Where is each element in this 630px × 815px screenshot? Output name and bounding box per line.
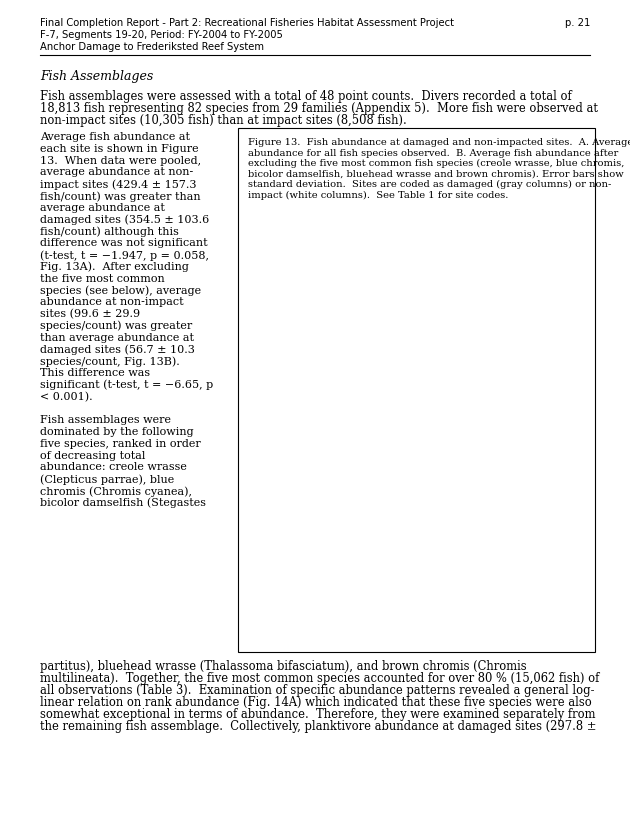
Bar bbox=[346, 559, 369, 637]
Text: significant (t-test, t = −6.65, p: significant (t-test, t = −6.65, p bbox=[40, 380, 213, 390]
Text: Fish assemblages were assessed with a total of 48 point counts.  Divers recorded: Fish assemblages were assessed with a to… bbox=[40, 90, 572, 103]
Text: (t-test, t = −1.947, p = 0.058,: (t-test, t = −1.947, p = 0.058, bbox=[40, 250, 209, 261]
Bar bbox=[556, 317, 579, 392]
Text: F-7, Segments 19-20, Period: FY-2004 to FY-2005: F-7, Segments 19-20, Period: FY-2004 to … bbox=[40, 30, 283, 40]
Text: non-impact sites (10,305 fish) than at impact sites (8,508 fish).: non-impact sites (10,305 fish) than at i… bbox=[40, 114, 407, 127]
Text: of decreasing total: of decreasing total bbox=[40, 451, 146, 460]
Text: Figure 13.  Fish abundance at damaged and non-impacted sites.  A. Average: Figure 13. Fish abundance at damaged and… bbox=[248, 138, 630, 147]
Text: the remaining fish assemblage.  Collectively, planktivore abundance at damaged s: the remaining fish assemblage. Collectiv… bbox=[40, 720, 597, 733]
Text: abundance: creole wrasse: abundance: creole wrasse bbox=[40, 462, 187, 473]
Bar bbox=[451, 475, 474, 637]
Text: fish/count) was greater than: fish/count) was greater than bbox=[40, 191, 200, 201]
Text: 18,813 fish representing 82 species from 29 families (Appendix 5).  More fish we: 18,813 fish representing 82 species from… bbox=[40, 102, 598, 115]
Text: average abundance at non-: average abundance at non- bbox=[40, 167, 193, 178]
Bar bbox=[556, 533, 579, 637]
Text: < 0.001).: < 0.001). bbox=[40, 391, 93, 402]
Bar bbox=[486, 482, 509, 637]
Text: damaged sites (354.5 ± 103.6: damaged sites (354.5 ± 103.6 bbox=[40, 214, 209, 225]
Text: impact (white columns).  See Table 1 for site codes.: impact (white columns). See Table 1 for … bbox=[248, 191, 508, 200]
Text: the five most common: the five most common bbox=[40, 274, 165, 284]
Text: (Clepticus parrae), blue: (Clepticus parrae), blue bbox=[40, 474, 175, 485]
Bar bbox=[451, 320, 474, 392]
Text: Average fish abundance at: Average fish abundance at bbox=[40, 132, 190, 142]
Bar bbox=[416, 301, 439, 392]
Text: somewhat exceptional in terms of abundance.  Therefore, they were examined separ: somewhat exceptional in terms of abundan… bbox=[40, 708, 595, 721]
Text: linear relation on rank abundance (Fig. 14A) which indicated that these five spe: linear relation on rank abundance (Fig. … bbox=[40, 696, 592, 709]
Text: bicolor damselfish (Stegastes: bicolor damselfish (Stegastes bbox=[40, 498, 206, 509]
Bar bbox=[311, 559, 334, 637]
Text: abundance for all fish species observed.  B. Average fish abundance after: abundance for all fish species observed.… bbox=[248, 148, 618, 157]
Text: sites (99.6 ± 29.9: sites (99.6 ± 29.9 bbox=[40, 309, 140, 319]
Text: Final Completion Report - Part 2: Recreational Fisheries Habitat Assessment Proj: Final Completion Report - Part 2: Recrea… bbox=[40, 18, 454, 28]
Bar bbox=[416, 555, 439, 637]
Text: B.: B. bbox=[268, 396, 283, 409]
Text: species (see below), average: species (see below), average bbox=[40, 285, 201, 296]
Text: Anchor Damage to Frederiksted Reef System: Anchor Damage to Frederiksted Reef Syste… bbox=[40, 42, 264, 52]
Text: impact sites (429.4 ± 157.3: impact sites (429.4 ± 157.3 bbox=[40, 179, 197, 190]
Text: difference was not significant: difference was not significant bbox=[40, 238, 208, 249]
Text: Fish Assemblages: Fish Assemblages bbox=[40, 70, 153, 83]
Text: fish/count) although this: fish/count) although this bbox=[40, 227, 179, 237]
Text: damaged sites (56.7 ± 10.3: damaged sites (56.7 ± 10.3 bbox=[40, 345, 195, 355]
Text: dominated by the following: dominated by the following bbox=[40, 427, 193, 437]
Text: each site is shown in Figure: each site is shown in Figure bbox=[40, 143, 198, 154]
Text: species/count) was greater: species/count) was greater bbox=[40, 321, 192, 332]
Text: than average abundance at: than average abundance at bbox=[40, 333, 194, 342]
Text: average abundance at: average abundance at bbox=[40, 203, 165, 213]
Bar bbox=[381, 324, 404, 392]
Text: This difference was: This difference was bbox=[40, 368, 150, 378]
Text: Fish assemblages were: Fish assemblages were bbox=[40, 415, 171, 425]
Text: all observations (Table 3).  Examination of specific abundance patterns revealed: all observations (Table 3). Examination … bbox=[40, 684, 595, 697]
Text: chromis (Chromis cyanea),: chromis (Chromis cyanea), bbox=[40, 486, 192, 496]
Text: Fig. 13A).  After excluding: Fig. 13A). After excluding bbox=[40, 262, 189, 272]
Bar bbox=[311, 310, 334, 392]
Y-axis label: Average No. Fish/Count: Average No. Fish/Count bbox=[264, 249, 274, 362]
Bar bbox=[381, 566, 404, 637]
Text: bicolor damselfish, bluehead wrasse and brown chromis). Error bars show: bicolor damselfish, bluehead wrasse and … bbox=[248, 170, 624, 178]
Bar bbox=[521, 279, 544, 392]
Bar bbox=[346, 328, 369, 392]
Bar bbox=[521, 509, 544, 637]
Text: standard deviation.  Sites are coded as damaged (gray columns) or non-: standard deviation. Sites are coded as d… bbox=[248, 180, 611, 189]
Y-axis label: Average No. Fish/Count: Average No. Fish/Count bbox=[264, 471, 274, 584]
Text: 13.  When data were pooled,: 13. When data were pooled, bbox=[40, 156, 201, 165]
Bar bbox=[486, 277, 509, 392]
Text: p. 21: p. 21 bbox=[564, 18, 590, 28]
Text: five species, ranked in order: five species, ranked in order bbox=[40, 438, 201, 449]
Text: multilineata).  Together, the five most common species accounted for over 80 % (: multilineata). Together, the five most c… bbox=[40, 672, 599, 685]
Text: species/count, Fig. 13B).: species/count, Fig. 13B). bbox=[40, 356, 180, 367]
Text: A.: A. bbox=[268, 200, 284, 214]
Text: partitus), bluehead wrasse (Thalassoma bifasciatum), and brown chromis (Chromis: partitus), bluehead wrasse (Thalassoma b… bbox=[40, 660, 527, 673]
Text: excluding the five most common fish species (creole wrasse, blue chromis,: excluding the five most common fish spec… bbox=[248, 159, 624, 168]
Text: abundance at non-impact: abundance at non-impact bbox=[40, 297, 183, 307]
